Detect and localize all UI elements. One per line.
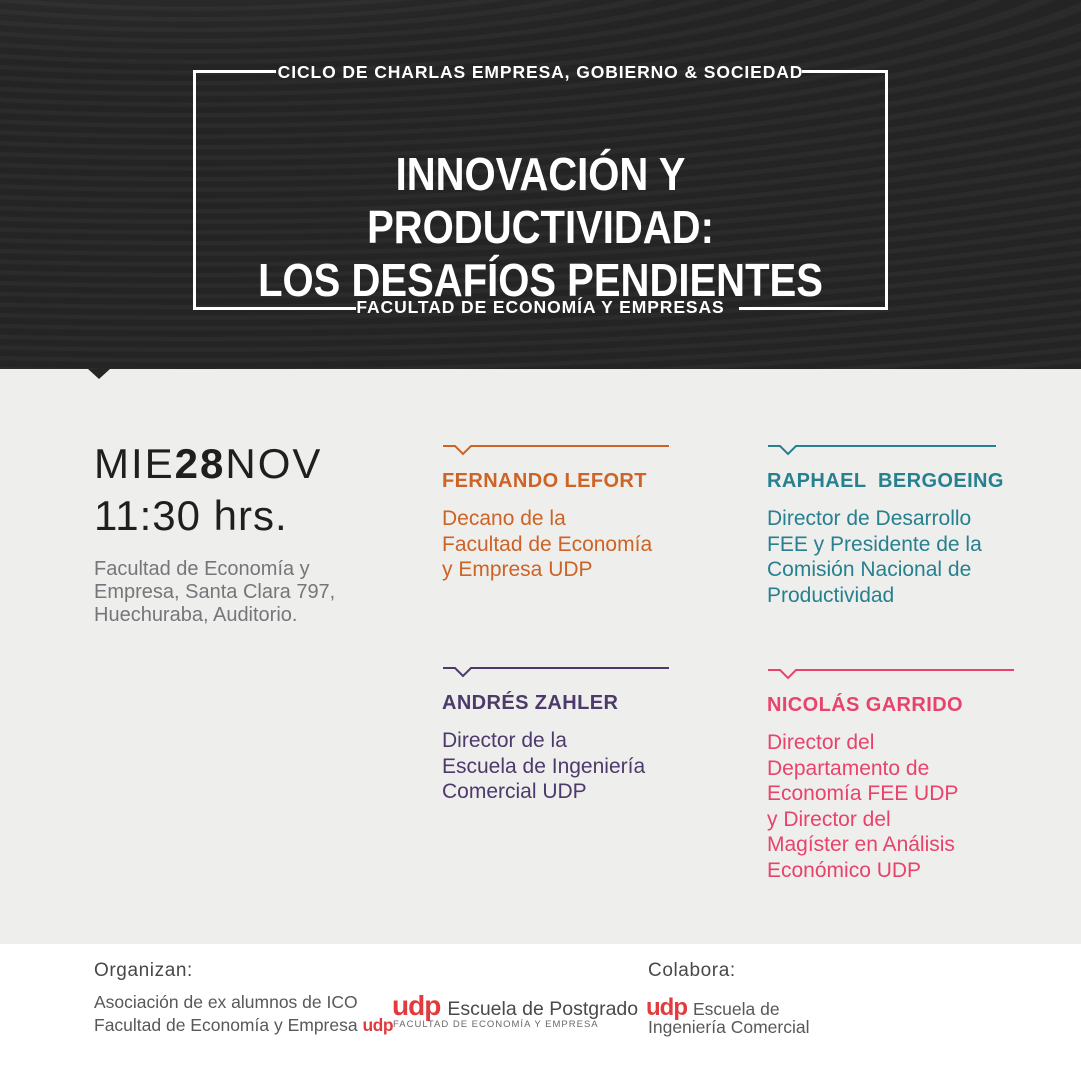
- event-date: MIE28NOV: [94, 440, 322, 488]
- organizer-postgrado: udp Escuela de Postgrado: [392, 990, 638, 1022]
- organizers-label: Organizan:: [94, 960, 193, 981]
- collaborator-label: Colabora:: [648, 960, 736, 981]
- divider-chevron-icon: [443, 667, 669, 678]
- udp-logo: udp: [646, 994, 688, 1021]
- date-month: NOV: [225, 440, 323, 487]
- speaker-role: Decano de la Facultad de Economía y Empr…: [442, 507, 653, 581]
- collaborator-school: udp Escuela de: [646, 994, 780, 1022]
- speaker-nicolas-garrido: NICOLÁS GARRIDO Director del Departament…: [767, 668, 1017, 883]
- frame-left: [193, 70, 196, 310]
- date-day: 28: [174, 440, 226, 487]
- collaborator-line1: Escuela de: [692, 999, 780, 1019]
- speaker-name: ANDRÉS ZAHLER: [442, 692, 619, 714]
- speaker-name: RAPHAEL BERGOEING: [767, 470, 1004, 492]
- speaker-raphael-bergoeing: RAPHAEL BERGOEING Director de Desarrollo…: [767, 444, 1017, 608]
- udp-logo: udp: [392, 990, 441, 1021]
- hero-bottom-notch: [88, 369, 110, 379]
- event-time: 11:30 hrs.: [94, 492, 288, 539]
- postgrado-subtitle: FACULTAD DE ECONOMÍA Y EMPRESA: [393, 1019, 599, 1030]
- date-weekday: MIE: [94, 440, 175, 487]
- speaker-fernando-lefort: FERNANDO LEFORT Decano de la Facultad de…: [442, 444, 692, 583]
- udp-logo: udp: [362, 1015, 394, 1035]
- frame-right: [885, 70, 888, 310]
- hero-section: [0, 0, 1081, 369]
- organizer-ico-line2: Facultad de Economía y Empresa udp: [94, 1015, 394, 1035]
- speaker-andres-zahler: ANDRÉS ZAHLER Director de la Escuela de …: [442, 666, 692, 805]
- speaker-role: Director de Desarrollo FEE y Presidente …: [767, 507, 982, 607]
- collaborator-line2: Ingeniería Comercial: [648, 1017, 810, 1037]
- frame-bottom-left: [193, 307, 356, 310]
- series-label: CICLO DE CHARLAS EMPRESA, GOBIERNO & SOC…: [277, 62, 804, 82]
- postgrado-name: Escuela de Postgrado: [447, 998, 639, 1020]
- footer-band: [0, 944, 1081, 1081]
- organizer-ico-line1: Asociación de ex alumnos de ICO: [94, 992, 358, 1012]
- event-title: INNOVACIÓN Y PRODUCTIVIDAD: LOS DESAFÍOS…: [258, 148, 823, 306]
- frame-top-right: [802, 70, 888, 73]
- faculty-label: FACULTAD DE ECONOMÍA Y EMPRESAS: [356, 297, 725, 317]
- frame-top-left: [193, 70, 276, 73]
- speaker-name: FERNANDO LEFORT: [442, 470, 647, 492]
- organizer-ico: Asociación de ex alumnos de ICO Facultad…: [94, 991, 394, 1037]
- divider-chevron-icon: [768, 445, 996, 456]
- divider-chevron-icon: [443, 445, 669, 456]
- divider-chevron-icon: [768, 669, 1014, 680]
- event-address: Facultad de Economía y Empresa, Santa Cl…: [94, 558, 336, 626]
- speaker-name: NICOLÁS GARRIDO: [767, 694, 963, 716]
- speaker-role: Director de la Escuela de Ingeniería Com…: [442, 729, 646, 803]
- frame-bottom-right: [739, 307, 888, 310]
- speaker-role: Director del Departamento de Economía FE…: [767, 731, 959, 882]
